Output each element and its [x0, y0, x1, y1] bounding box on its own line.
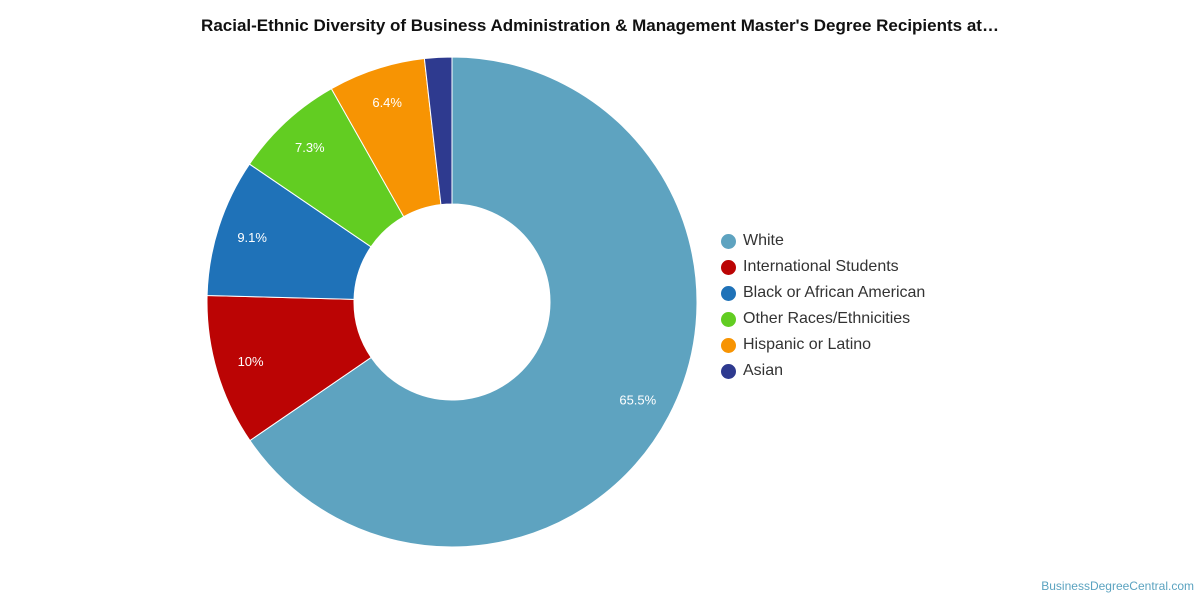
slice-white: [249, 56, 698, 548]
legend: White International Students Black or Afri…: [721, 228, 925, 384]
legend-swatch: [721, 337, 736, 353]
slices-group: [206, 56, 698, 548]
legend-label: Other Races/Ethnicities: [743, 310, 911, 327]
slice-label-other-races-ethnicities: 7.3%: [295, 140, 325, 155]
slice-label-white: 65.5%: [619, 392, 656, 407]
watermark: BusinessDegreeCentral.com: [1041, 579, 1194, 593]
legend-item-black-or-african-american[interactable]: Black or African American: [721, 280, 925, 306]
legend-item-asian[interactable]: Asian: [721, 358, 925, 384]
legend-label: Hispanic or Latino: [743, 336, 872, 353]
slice-labels-group: 65.5% 10% 9.1% 7.3% 6.4%: [237, 95, 656, 408]
slice-asian: [423, 56, 453, 206]
legend-label: Black or African American: [743, 284, 926, 301]
legend-swatch: [721, 285, 736, 301]
legend-item-other-races-ethnicities[interactable]: Other Races/Ethnicities: [721, 306, 925, 332]
chart-title: Racial-Ethnic Diversity of Business Admi…: [201, 16, 999, 35]
legend-item-white[interactable]: White: [721, 228, 925, 254]
legend-label: Asian: [743, 362, 784, 379]
slice-label-international-students: 10%: [238, 354, 264, 369]
legend-label: White: [743, 232, 784, 249]
legend-item-international-students[interactable]: International Students: [721, 254, 925, 280]
legend-swatch: [721, 259, 736, 275]
legend-item-hispanic-or-latino[interactable]: Hispanic or Latino: [721, 332, 925, 358]
legend-swatch: [721, 233, 736, 249]
slice-label-hispanic-or-latino: 6.4%: [372, 95, 402, 110]
legend-swatch: [721, 311, 736, 327]
legend-swatch: [721, 363, 736, 379]
legend-label: International Students: [743, 258, 899, 275]
slice-label-black-or-african-american: 9.1%: [237, 230, 267, 245]
